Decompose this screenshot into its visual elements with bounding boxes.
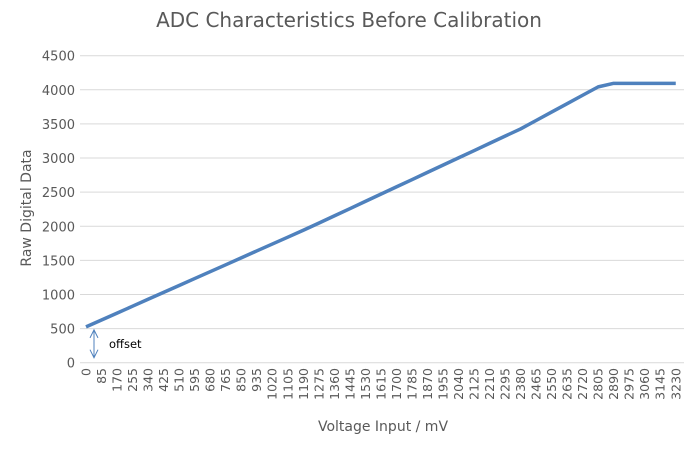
x-tick-label: 1105 [280,368,295,400]
x-tick-label: 765 [218,368,233,392]
x-tick-label: 2295 [498,368,513,400]
y-tick-label: 4500 [42,50,75,65]
x-tick-label: 2805 [591,368,606,400]
x-tick-label: 510 [172,368,187,392]
x-tick-label: 2635 [560,368,575,400]
x-tick-label: 1275 [311,368,326,400]
x-tick-label: 3145 [653,368,668,400]
y-tick-label: 500 [50,323,75,338]
x-tick-label: 2720 [575,368,590,400]
y-tick-label: 0 [67,357,75,372]
x-axis-title: Voltage Input / mV [318,419,448,435]
x-tick-label: 1700 [389,368,404,400]
x-tick-label: 2465 [529,368,544,400]
y-tick-label: 2000 [42,220,75,235]
y-axis-title: Raw Digital Data [19,149,35,266]
x-tick-label: 1955 [435,368,450,400]
x-tick-label: 1360 [327,368,342,400]
x-tick-label: 2975 [622,368,637,400]
x-tick-label: 1870 [420,368,435,400]
x-tick-label: 2550 [544,368,559,400]
x-tick-label: 3060 [637,368,652,400]
x-tick-label: 1445 [342,368,357,400]
x-tick-label: 3230 [668,368,683,400]
x-tick-label: 2890 [606,368,621,400]
offset-arrow-head-up [89,328,99,339]
x-tick-label: 595 [187,368,202,392]
y-tick-label: 3500 [42,118,75,133]
x-tick-label: 1785 [404,368,419,400]
chart-title: ADC Characteristics Before Calibration [156,8,542,32]
x-tick-label: 340 [141,368,156,392]
x-tick-label: 0 [79,368,94,376]
y-tick-label: 3000 [42,152,75,167]
y-tick-label: 1000 [42,288,75,303]
data-line [85,81,676,329]
x-tick-label: 2380 [513,368,528,400]
x-tick-label: 1020 [265,368,280,400]
x-tick-label: 850 [234,368,249,392]
offset-label: offset [109,337,142,351]
x-tick-label: 935 [249,368,264,392]
y-tick-label: 4000 [42,84,75,99]
x-tick-label: 680 [203,368,218,392]
offset-arrow-head-down [89,349,99,359]
x-tick-label: 1190 [296,368,311,400]
x-tick-label: 1615 [373,368,388,400]
x-tick-label: 170 [110,368,125,392]
x-tick-label: 425 [156,368,171,392]
y-tick-label: 1500 [42,254,75,269]
x-tick-label: 85 [94,368,109,384]
y-tick-label: 2500 [42,186,75,201]
x-tick-label: 255 [125,368,140,392]
x-tick-label: 2125 [467,368,482,400]
x-tick-label: 2040 [451,368,466,400]
x-tick-label: 1530 [358,368,373,400]
x-tick-label: 2210 [482,368,497,400]
